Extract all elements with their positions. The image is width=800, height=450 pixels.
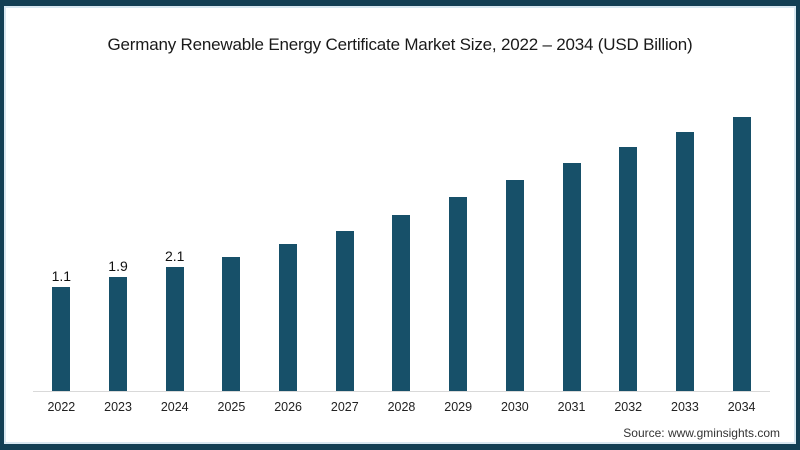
x-axis-label-2025: 2025: [217, 400, 246, 414]
bar-chart-plot: 1.1 1.9 2.1: [33, 92, 770, 392]
x-axis-label-2029: 2029: [444, 400, 473, 414]
bar-slot-2022: 1.1: [33, 269, 90, 391]
bar-slot-2025: [203, 257, 260, 391]
x-axis-label-2034: 2034: [727, 400, 756, 414]
bar-slot-2029: [430, 197, 487, 391]
bar-2026: [279, 244, 298, 391]
bar-slot-2033: [657, 132, 714, 391]
bar-slot-2034: [713, 117, 770, 391]
bar-2032: [619, 147, 638, 391]
x-axis-label-2024: 2024: [160, 400, 189, 414]
bar-slot-2026: [260, 244, 317, 391]
chart-canvas: Germany Renewable Energy Certificate Mar…: [4, 6, 796, 444]
bar-2027: [335, 231, 354, 391]
source-credit: Source: www.gminsights.com: [623, 426, 780, 440]
x-axis-label-2031: 2031: [557, 400, 586, 414]
x-axis-label-2026: 2026: [274, 400, 302, 414]
bar-slot-2024: 2.1: [146, 249, 203, 391]
x-axis-label-2027: 2027: [330, 400, 359, 414]
bar-value-label-2022: 1.1: [51, 268, 72, 284]
bar-value-label-2023: 1.9: [108, 258, 128, 274]
bars-row: 1.1 1.9 2.1: [33, 91, 770, 392]
bar-2028: [392, 215, 411, 391]
x-axis-label-2028: 2028: [387, 400, 416, 414]
bar-2022: [52, 287, 71, 391]
x-axis-row: 2022 2023 2024 2025 2026 2027 2028 2029 2030 2031…: [33, 400, 770, 415]
x-axis-label-2033: 2033: [671, 400, 699, 414]
bar-2025: [222, 257, 241, 391]
x-axis-label-2023: 2023: [104, 400, 132, 414]
bar-slot-2028: [373, 215, 430, 391]
bar-2023: [109, 277, 128, 391]
bar-2033: [675, 132, 694, 391]
bar-slot-2030: [487, 180, 544, 391]
x-axis-label-2022: 2022: [47, 400, 76, 414]
bar-slot-2032: [600, 147, 657, 391]
bar-2030: [505, 180, 524, 391]
bar-2034: [732, 117, 751, 391]
bar-slot-2023: 1.9: [90, 259, 147, 391]
x-axis-label-2032: 2032: [614, 400, 643, 414]
bar-2024: [165, 267, 184, 391]
bar-2029: [449, 197, 468, 391]
bar-value-label-2024: 2.1: [164, 248, 185, 264]
bar-2031: [562, 163, 581, 391]
x-axis-label-2030: 2030: [500, 400, 529, 414]
chart-title: Germany Renewable Energy Certificate Mar…: [107, 35, 693, 54]
bar-slot-2031: [543, 163, 600, 391]
bar-slot-2027: [316, 231, 373, 391]
